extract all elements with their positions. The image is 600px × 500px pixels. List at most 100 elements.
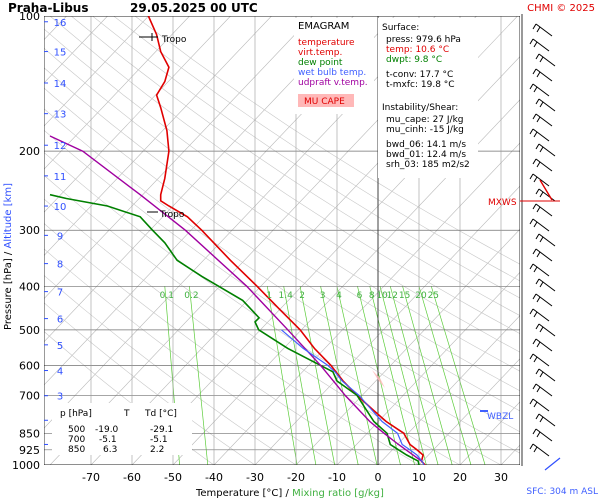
temperature-tick-label: 0 — [375, 471, 382, 484]
temperature-tick-label: -40 — [205, 471, 223, 484]
mixing-ratio-line — [418, 286, 472, 465]
wind-barb-icon — [529, 308, 550, 322]
wind-barb-staff — [535, 248, 553, 262]
wind-barb-icon — [532, 428, 553, 442]
wbzl-label: WBZL — [487, 412, 513, 422]
altitude-tick-label: 6 — [57, 315, 63, 326]
mixing-ratio-label: 1.4 — [279, 291, 294, 301]
mixing-ratio-label: 20 — [415, 291, 427, 301]
mixing-ratio-line — [430, 286, 486, 465]
wind-barb-flag — [533, 446, 538, 453]
altitude-tick-label: 4 — [57, 367, 63, 378]
wind-barb-flag — [533, 131, 538, 138]
surface-temp: temp: 10.6 °C — [386, 45, 449, 55]
instability-title: Instability/Shear: — [382, 103, 458, 113]
pressure-tick-label: 925 — [19, 444, 40, 457]
isotherm-line — [131, 56, 520, 465]
mixing-ratio-line — [389, 286, 439, 465]
dry-adiabat-line — [44, 87, 520, 412]
legend-item-dew-point: dew point — [298, 58, 343, 68]
wind-barb-flag — [539, 236, 544, 243]
wind-barb-flag — [539, 416, 544, 423]
wind-barb-staff — [538, 98, 556, 112]
mixing-ratio-line — [357, 286, 401, 465]
dry-adiabat-line — [44, 28, 520, 353]
wind-barb-staff — [538, 368, 556, 382]
isotherm-line — [254, 185, 520, 465]
wind-barb-staff — [532, 308, 550, 322]
wind-barb-icon — [532, 248, 553, 262]
wind-barb-flag — [529, 83, 534, 90]
altitude-tick-label: 15 — [54, 48, 67, 59]
wind-barb-flag — [529, 443, 534, 450]
isotherm-line — [295, 228, 520, 465]
wind-barb-icon — [535, 323, 556, 337]
wind-barb-flag — [529, 38, 534, 45]
wind-barb-icon — [535, 143, 556, 157]
pressure-tick-label: 850 — [19, 427, 40, 440]
dry-adiabat-line — [71, 16, 520, 316]
altitude-tick-label: 16 — [54, 18, 67, 29]
wind-barb-staff — [535, 338, 553, 352]
wind-barb-staff — [538, 413, 556, 427]
pressure-tick-label: 1000 — [12, 459, 40, 472]
mixing-ratio-label: 3 — [320, 291, 326, 301]
pressure-tick-label: 100 — [19, 10, 40, 23]
mxws-barb-icon — [539, 179, 553, 201]
wind-barb-flag — [532, 293, 537, 300]
x-axis-separator: / — [286, 488, 293, 499]
wind-barb-flag — [535, 143, 540, 150]
wind-barb-flag — [536, 251, 541, 258]
temperature-tick-label: -10 — [328, 471, 346, 484]
info-panel-bg — [378, 18, 478, 178]
wind-barb-icon — [535, 233, 556, 247]
wind-barb-flag — [529, 263, 534, 270]
wind-barb-flag — [532, 338, 537, 345]
surface-wind-icon — [544, 457, 561, 471]
profile-lines — [49, 16, 426, 465]
wind-barb-flag — [535, 413, 540, 420]
mixing-ratio-line — [266, 286, 298, 465]
isotherm-line — [542, 16, 600, 465]
wind-barb-staff — [532, 353, 550, 367]
wind-barb-staff — [532, 173, 550, 187]
wind-barb-flag — [539, 371, 544, 378]
mixing-ratio-line — [369, 286, 415, 465]
wind-barb-icon — [532, 158, 553, 172]
table-header-p: p [hPa] — [60, 409, 92, 419]
table-row-850-p: 850 — [68, 445, 85, 455]
wind-barb-flag — [532, 113, 537, 120]
wind-barb-flag — [533, 266, 538, 273]
wind-barb-icon — [532, 68, 553, 82]
wind-barb-flag — [532, 68, 537, 75]
dry-adiabat-line — [92, 16, 520, 299]
wind-barb-flag — [532, 383, 537, 390]
isotherm-line — [44, 16, 149, 127]
wind-barb-staff — [535, 113, 553, 127]
wind-barb-flag — [529, 353, 534, 360]
wind-barb-staff — [532, 398, 550, 412]
dry-adiabat-line — [44, 67, 520, 392]
wind-barb-flag — [529, 218, 534, 225]
legend-item-temperature: temperature — [298, 38, 355, 48]
table-header-t: T — [123, 409, 130, 419]
mu-cape-box — [298, 94, 354, 107]
mixing-ratio-label: 4 — [336, 291, 342, 301]
wind-barb-icon — [535, 413, 556, 427]
altitude-tick-label: 12 — [54, 141, 67, 152]
wind-barb-icon — [529, 83, 550, 97]
wind-barb-flag — [532, 248, 537, 255]
surface-dwpt: dwpt: 9.8 °C — [386, 55, 442, 65]
wind-barb-icon — [532, 293, 553, 307]
wind-barb-flag — [535, 53, 540, 60]
x-axis-title: Temperature [°C] / Mixing ratio [g/kg] — [195, 488, 384, 499]
wind-barb-icon — [529, 353, 550, 367]
wind-barbs — [521, 14, 561, 471]
wind-barb-icon — [535, 98, 556, 112]
wind-barb-flag — [535, 233, 540, 240]
mixing-ratio-line — [283, 286, 317, 465]
wind-barb-staff — [532, 83, 550, 97]
wind-barb-flag — [536, 341, 541, 348]
pressure-tick-label: 600 — [19, 359, 40, 372]
isotherm-line — [500, 444, 520, 465]
